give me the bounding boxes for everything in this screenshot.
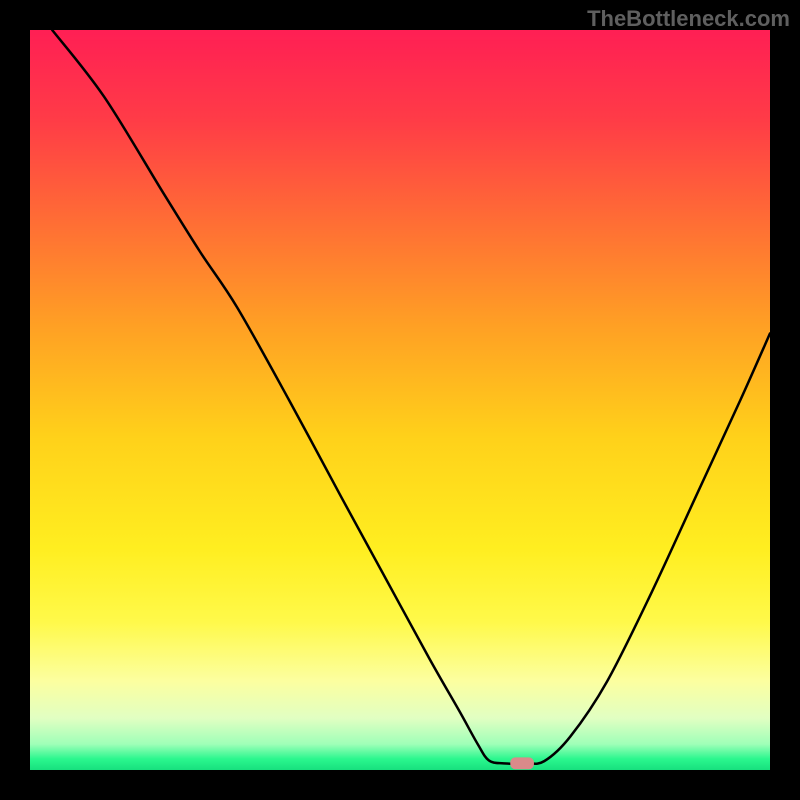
optimal-point-marker <box>510 757 534 769</box>
plot-area <box>30 30 770 770</box>
bottleneck-chart-svg <box>30 30 770 770</box>
chart-container: TheBottleneck.com <box>0 0 800 800</box>
gradient-background <box>30 30 770 770</box>
watermark-text: TheBottleneck.com <box>587 6 790 32</box>
